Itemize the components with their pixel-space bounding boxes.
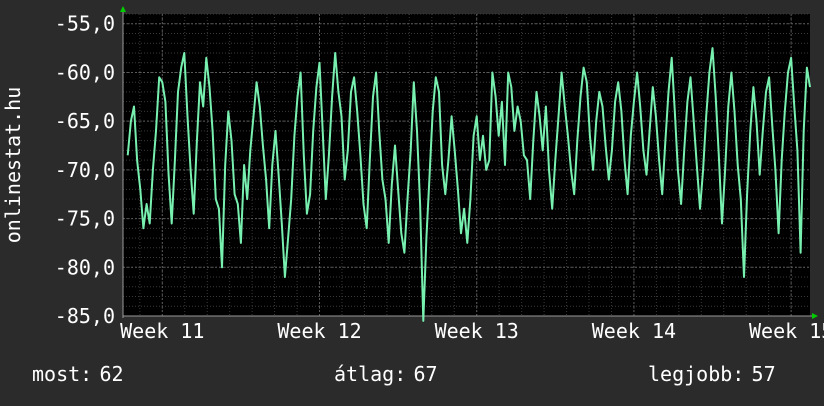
minor-grid: [123, 13, 810, 317]
x-axis-arrow-icon: [812, 313, 818, 319]
average-stat: átlag: 67: [334, 362, 438, 386]
average-label: átlag:: [334, 362, 407, 386]
y-tick-label: -60,0: [55, 60, 115, 84]
series-line: [126, 47, 811, 322]
plot-background: [123, 14, 810, 316]
x-tick-label: Week 12: [277, 319, 361, 343]
best-label: legjobb:: [648, 362, 745, 386]
y-tick-label: -55,0: [55, 12, 115, 36]
current-stat: most: 62: [32, 362, 124, 386]
best-value: 57: [751, 362, 776, 386]
x-tick-label: Week 15: [749, 319, 824, 343]
y-axis-tick-labels: -55,0 -60,0 -65,0 -70,0 -75,0 -80,0 -85,0: [55, 12, 115, 328]
x-axis-tick-labels: Week 11 Week 12 Week 13 Week 14 Week 15: [120, 319, 824, 343]
y-tick-label: -70,0: [55, 158, 115, 182]
y-tick-label: -65,0: [55, 109, 115, 133]
y-axis-arrow-icon: [120, 6, 126, 12]
current-label: most:: [32, 362, 93, 386]
x-tick-label: Week 11: [120, 319, 204, 343]
y-axis-label: onlinestat.hu: [1, 87, 25, 244]
y-tick-label: -80,0: [55, 255, 115, 279]
y-tick-label: -75,0: [55, 207, 115, 231]
x-tick-label: Week 13: [435, 319, 519, 343]
y-tick-label: -85,0: [55, 304, 115, 328]
current-value: 62: [99, 362, 124, 386]
best-stat: legjobb: 57: [648, 362, 776, 386]
average-value: 67: [413, 362, 438, 386]
x-tick-label: Week 14: [592, 319, 676, 343]
